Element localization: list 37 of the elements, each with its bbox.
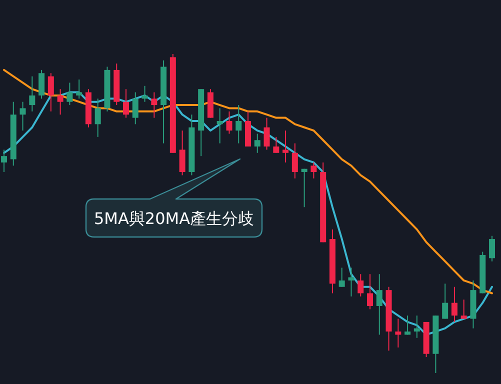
- candlestick: [348, 267, 354, 297]
- candlestick: [367, 274, 373, 310]
- candlestick: [226, 110, 232, 134]
- candlestick: [179, 130, 186, 176]
- candlestick: [57, 88, 64, 116]
- candlestick: [376, 274, 382, 336]
- candlestick: [264, 117, 270, 150]
- candlestick: [358, 274, 364, 297]
- candlestick: [29, 76, 36, 112]
- candlestick: [38, 69, 45, 100]
- candlestick: [442, 283, 448, 320]
- candlestick: [451, 286, 458, 322]
- candlestick: [132, 92, 138, 125]
- candlestick: [273, 136, 280, 154]
- candlestick: [460, 299, 467, 320]
- candlestick: [404, 315, 411, 336]
- candlestick: [301, 168, 308, 208]
- candlestick: [395, 318, 402, 348]
- candlestick: [76, 79, 82, 100]
- candlestick: [489, 235, 495, 262]
- candlestick: [338, 267, 345, 288]
- candlestick: [310, 162, 317, 179]
- candlestick: [151, 92, 158, 118]
- annotation: 5MA與20MA產生分歧: [94, 209, 254, 228]
- candlestick: [20, 101, 26, 132]
- candlestick: [48, 72, 54, 112]
- candlestick: [123, 88, 129, 118]
- candlestick: [292, 142, 298, 179]
- candlestick: [282, 130, 289, 163]
- candlestick: [414, 315, 420, 338]
- candlestick: [1, 149, 7, 173]
- candlestick: [216, 108, 223, 144]
- candlestick: [236, 104, 242, 144]
- candlestick: [66, 82, 73, 106]
- candlestick: [254, 133, 260, 154]
- candlestick: [94, 98, 101, 138]
- candlestick: [142, 85, 148, 102]
